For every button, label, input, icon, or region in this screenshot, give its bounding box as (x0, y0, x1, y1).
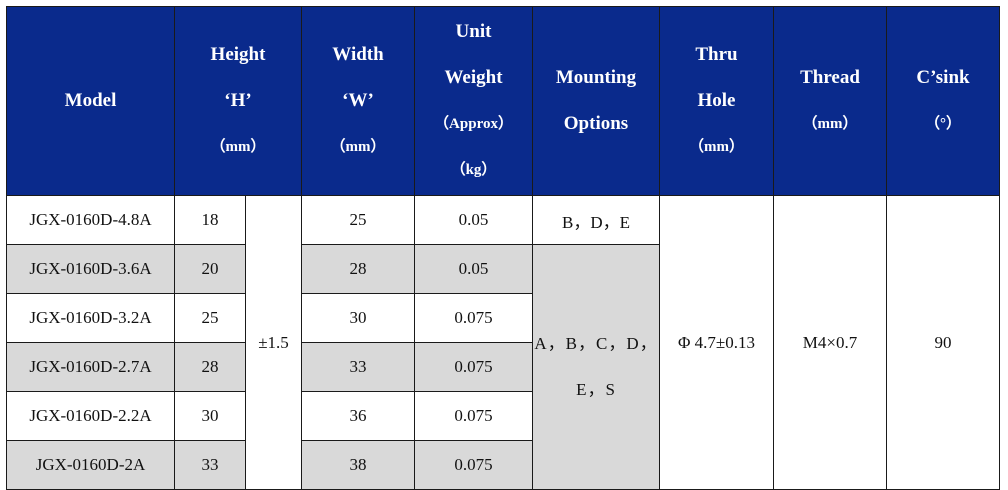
width-cell: 30 (301, 293, 415, 343)
model-cell: JGX-0160D-3.6A (6, 244, 175, 294)
weight-cell: 0.05 (414, 195, 533, 245)
weight-cell: 0.05 (414, 244, 533, 294)
height-tolerance-cell: ±1.5 (245, 195, 302, 490)
header-height: Height ‘H’ （mm） (174, 6, 302, 196)
header-thru-hole: Thru Hole （mm） (659, 6, 774, 196)
header-row: Model Height ‘H’ （mm） Width ‘W’ （mm） Uni… (6, 6, 1000, 196)
height-cell: 30 (174, 391, 246, 441)
width-cell: 36 (301, 391, 415, 441)
table-row: JGX-0160D-2A 33 38 0.075 (6, 440, 1000, 490)
header-unit-weight: Unit Weight （Approx） （kg） (414, 6, 533, 196)
thru-hole-cell: Φ 4.7±0.13 (659, 195, 774, 490)
model-cell: JGX-0160D-2A (6, 440, 175, 490)
height-cell: 20 (174, 244, 246, 294)
weight-cell: 0.075 (414, 440, 533, 490)
model-cell: JGX-0160D-3.2A (6, 293, 175, 343)
spec-table: Model Height ‘H’ （mm） Width ‘W’ （mm） Uni… (6, 6, 1000, 490)
header-csink: C’sink （°） (886, 6, 1000, 196)
width-cell: 33 (301, 342, 415, 392)
weight-cell: 0.075 (414, 293, 533, 343)
header-model: Model (6, 6, 175, 196)
height-cell: 33 (174, 440, 246, 490)
mounting-options-cell: A，B，C，D， E，S (532, 244, 660, 490)
weight-cell: 0.075 (414, 342, 533, 392)
height-cell: 18 (174, 195, 246, 245)
table-row: JGX-0160D-3.6A 20 28 0.05 A，B，C，D， E，S (6, 244, 1000, 490)
table-row: JGX-0160D-4.8A 18 ±1.5 25 0.05 B，D，E Φ 4… (6, 195, 1000, 490)
weight-cell: 0.075 (414, 391, 533, 441)
table-row: JGX-0160D-2.7A 28 33 0.075 (6, 342, 1000, 392)
model-cell: JGX-0160D-2.2A (6, 391, 175, 441)
thread-cell: M4×0.7 (773, 195, 887, 490)
model-cell: JGX-0160D-4.8A (6, 195, 175, 245)
mounting-options-cell: B，D，E (532, 195, 660, 245)
width-cell: 28 (301, 244, 415, 294)
model-cell: JGX-0160D-2.7A (6, 342, 175, 392)
table-row: JGX-0160D-2.2A 30 36 0.075 (6, 391, 1000, 441)
csink-cell: 90 (886, 195, 1000, 490)
height-cell: 28 (174, 342, 246, 392)
header-mounting-options: Mounting Options (532, 6, 660, 196)
width-cell: 38 (301, 440, 415, 490)
header-width: Width ‘W’ （mm） (301, 6, 415, 196)
height-cell: 25 (174, 293, 246, 343)
header-thread: Thread （mm） (773, 6, 887, 196)
width-cell: 25 (301, 195, 415, 245)
